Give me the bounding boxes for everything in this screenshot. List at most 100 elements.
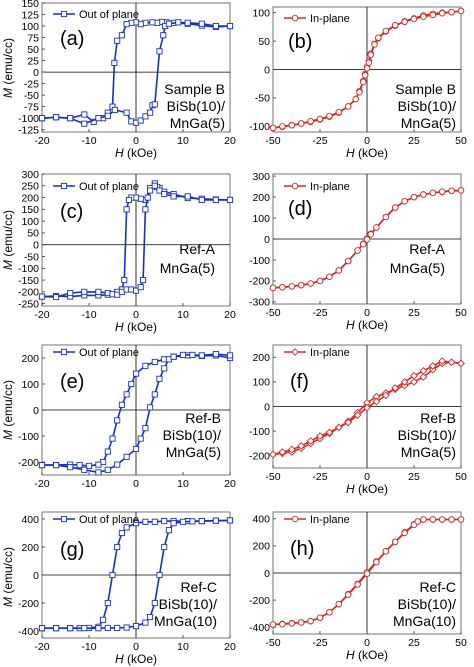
data-point: [335, 108, 343, 116]
annotation-line: MnGa(5): [401, 444, 456, 460]
data-point: [38, 462, 46, 469]
y-tick-label: 125: [21, 9, 39, 21]
data-point: [104, 112, 111, 119]
y-tick-label: 200: [21, 192, 39, 204]
data-point: [198, 196, 205, 203]
data-point: [212, 196, 219, 203]
y-tick-label: 250: [21, 181, 39, 193]
x-tick-label: 0: [133, 309, 139, 321]
data-point: [287, 445, 296, 454]
annotation-line: MnGa(5): [166, 444, 221, 460]
data-point: [269, 284, 277, 292]
annotation-line: Ref-A: [409, 241, 445, 257]
legend-marker: [60, 10, 68, 18]
data-point: [400, 378, 409, 386]
data-point: [344, 591, 352, 598]
data-point: [419, 366, 428, 375]
annotation-line: MnGa(5): [160, 260, 215, 276]
y-tick-label: 0: [264, 568, 270, 580]
data-point: [132, 370, 140, 377]
y-tick-label: 100: [21, 21, 39, 33]
data-point: [382, 213, 390, 221]
y-tick-label: -25: [24, 78, 39, 90]
x-tick-label: -20: [34, 309, 49, 321]
data-point: [104, 599, 111, 607]
y-tick-label: 0: [264, 234, 270, 246]
panel-label: (a): [60, 28, 84, 50]
data-point: [179, 518, 187, 525]
panel-label: (d): [288, 198, 312, 220]
x-tick-label: 0: [133, 135, 139, 147]
data-point: [118, 32, 125, 39]
panel-h: -400 -200 0 200 400 -50 -25 0 25 50 H (kOe) In-plan…: [249, 511, 467, 662]
annotation-line: Ref-B: [420, 410, 456, 426]
y-tick-label: -200: [18, 598, 39, 610]
data-point: [123, 206, 130, 213]
data-point: [354, 581, 361, 588]
data-point: [279, 123, 286, 130]
data-point: [118, 529, 125, 537]
data-point: [420, 516, 427, 523]
x-axis-label: H (kOe): [346, 482, 388, 496]
data-point: [114, 624, 121, 631]
legend-marker: [291, 182, 299, 190]
y-tick-label: 100: [252, 377, 270, 389]
data-point: [81, 111, 88, 118]
annotation-line: BiSb(10)/: [398, 596, 456, 612]
data-point: [382, 548, 390, 555]
y-tick-label: -100: [249, 255, 270, 267]
data-point: [363, 570, 371, 577]
data-point: [269, 124, 277, 132]
data-point: [226, 22, 234, 30]
annotation-line: MnGa(10): [393, 613, 456, 629]
data-point: [316, 277, 324, 285]
y-tick-label: 50: [258, 36, 270, 48]
y-tick-label: 75: [27, 32, 39, 44]
y-tick-label: -400: [249, 622, 270, 634]
data-point: [109, 571, 116, 579]
annotation-line: MnGa(10): [154, 613, 217, 629]
data-point: [151, 358, 158, 365]
data-point: [438, 188, 446, 195]
data-point: [297, 619, 305, 626]
data-point: [179, 351, 187, 358]
annotation-line: Sample B: [395, 81, 456, 97]
annotation-line: Ref-A: [179, 241, 215, 257]
data-point: [142, 518, 149, 525]
x-tick-label: 0: [364, 637, 370, 649]
data-point: [420, 13, 427, 20]
data-point: [81, 288, 88, 295]
y-tick-label: -100: [18, 263, 39, 275]
data-point: [429, 189, 437, 197]
data-point: [326, 112, 333, 120]
data-point: [85, 462, 93, 469]
data-point: [132, 520, 140, 527]
data-point: [104, 624, 111, 631]
data-point: [156, 375, 163, 382]
data-point: [269, 450, 277, 459]
legend-label: Out of plane: [79, 514, 139, 526]
x-tick-label: -25: [312, 135, 327, 147]
data-point: [361, 71, 369, 79]
data-point: [448, 187, 455, 195]
y-tick-label: -100: [18, 431, 39, 443]
y-axis-label: M (emu/cc): [1, 380, 15, 440]
data-point: [353, 411, 362, 419]
data-point: [123, 109, 130, 116]
data-point: [401, 529, 408, 537]
y-axis-label: M (emu/cc): [1, 547, 15, 607]
x-tick-label: 0: [133, 641, 139, 653]
legend: Out of plane: [53, 181, 139, 193]
y-tick-label: 100: [252, 7, 270, 19]
data-point: [428, 362, 437, 370]
x-tick-label: 10: [177, 641, 189, 653]
data-point: [184, 19, 191, 26]
data-point: [457, 516, 465, 523]
data-point: [307, 280, 314, 287]
series-line-ascending: [272, 518, 461, 626]
data-point: [121, 277, 128, 284]
data-point: [288, 283, 296, 290]
annotation-line: Ref-C: [180, 579, 217, 595]
legend: In-plane: [284, 514, 350, 526]
